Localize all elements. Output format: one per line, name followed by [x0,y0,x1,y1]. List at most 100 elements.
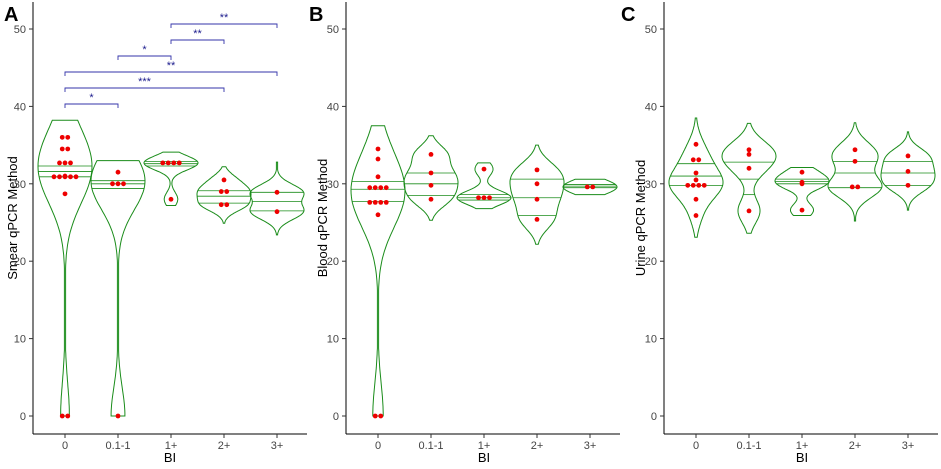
data-point [428,182,434,188]
violin-0.1-1 [90,160,146,417]
data-point [693,196,699,202]
x-tick-label: 2+ [849,440,862,452]
x-tick-label: 2+ [531,440,544,452]
data-point [701,182,707,188]
data-point [693,177,699,183]
data-point [693,141,699,147]
data-point [378,185,384,191]
violin-0 [668,117,724,238]
data-point [224,202,230,208]
x-axis-title-b: BI [478,450,490,464]
panel-a: A Smear qPCR Method BI 0 10 20 30 40 50 0 0.1-1… [4,2,307,465]
data-point [534,196,540,202]
data-point [375,146,381,152]
data-point [534,217,540,222]
data-point [372,199,378,205]
violin-2+ [827,122,883,222]
data-point [590,184,596,190]
significance-bracket [117,55,172,60]
data-point [799,179,805,185]
data-point [59,413,65,419]
data-point [690,157,696,163]
y-tick-label: 50 [327,24,339,36]
data-point [746,208,752,214]
data-point [378,199,384,205]
data-point [481,166,487,172]
data-point [168,196,174,202]
x-tick-label: 0 [375,440,381,452]
panel-c: C Urine qPCR Method BI 0 10 20 30 40 50 0 0.1-1… [621,2,938,465]
data-point [428,170,434,176]
data-point [68,160,73,166]
y-tick-label: 50 [14,24,26,36]
data-point [905,169,911,174]
data-point [693,170,699,176]
panel-letter-c: C [621,4,635,26]
data-point [855,184,861,190]
y-tick-label: 40 [327,101,339,113]
y-tick-label: 30 [14,179,26,191]
y-tick-label: 40 [645,101,657,113]
panel-b: B Blood qPCR Method BI 0 10 20 30 40 50 0 0.1-1… [309,2,620,465]
data-point [57,174,62,180]
data-point [685,182,691,188]
data-point [59,146,65,152]
data-point [372,185,378,191]
data-point [274,209,280,215]
data-point [905,153,911,159]
x-tick-label: 3+ [902,440,915,452]
data-point [849,184,855,190]
data-point [746,147,752,153]
data-point [383,185,389,191]
violin-1+ [774,167,830,216]
x-tick-label: 0 [693,440,699,452]
y-tick-label: 40 [14,101,26,113]
data-point [534,181,540,187]
violin-1+ [456,162,512,210]
x-axis-title-a: BI [164,450,176,464]
significance-bracket [64,71,278,76]
y-tick-label: 20 [645,256,657,268]
data-point [487,195,492,201]
y-axis-title-b: Blood qPCR Method [315,159,330,278]
y-tick-label: 10 [14,334,26,346]
data-point [218,189,224,194]
x-tick-label: 1+ [165,440,178,452]
x-tick-label: 0.1-1 [418,440,443,452]
x-tick-label: 0.1-1 [105,440,130,452]
data-point [375,212,381,218]
x-tick-label: 2+ [218,440,231,452]
significance-bracket [64,103,119,108]
data-point [852,147,858,153]
data-point [224,189,230,194]
y-axis-title-c: Urine qPCR Method [633,160,648,276]
data-point [115,413,121,419]
violin-0.1-1 [721,122,777,234]
data-point [221,177,227,183]
violin-0 [37,119,93,417]
data-point [367,185,373,191]
data-point [218,202,224,208]
significance-bracket [64,87,225,92]
violin-3+ [562,178,618,196]
data-point [160,160,166,166]
violin-3+ [249,161,305,236]
violin-2+ [196,166,252,224]
data-point [65,413,71,419]
data-point [428,196,434,202]
violin-0 [350,125,406,417]
data-point [690,182,696,188]
y-tick-label: 30 [327,179,339,191]
data-point [375,156,381,162]
data-point [383,199,389,205]
violin-2+ [509,144,565,245]
y-tick-label: 0 [333,411,339,423]
violin-0.1-1 [403,135,459,221]
data-point [378,413,384,419]
data-point [746,165,752,171]
data-point [799,207,805,213]
panel-letter-a: A [4,4,18,26]
data-point [62,160,68,166]
x-tick-label: 3+ [584,440,597,452]
y-axis-title-a: Smear qPCR Method [5,156,20,280]
